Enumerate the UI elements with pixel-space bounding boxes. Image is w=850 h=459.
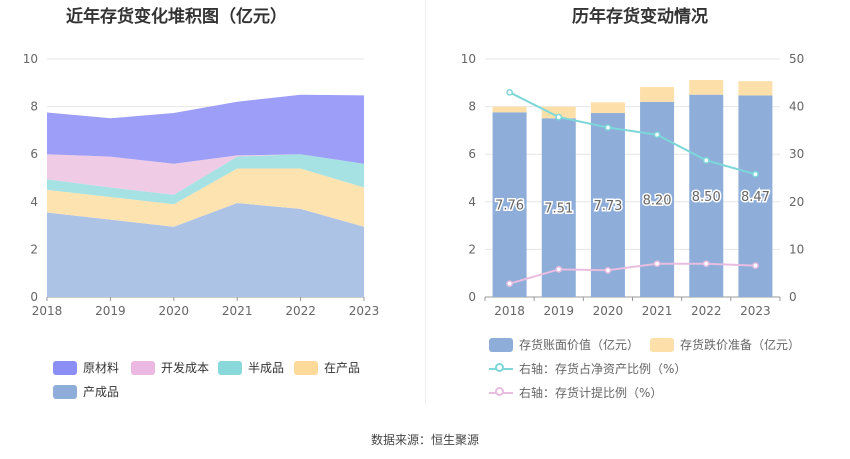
line-point: [653, 131, 661, 139]
right-y2-tick-label: 10: [789, 242, 804, 256]
left-y-tick-label: 4: [30, 195, 38, 209]
right-y2-tick-label: 40: [789, 100, 804, 114]
legend-item-development-cost[interactable]: 开发成本: [131, 359, 209, 376]
right-y-tick-label: 2: [468, 242, 476, 256]
left-x-tick-label: 2018: [32, 304, 63, 318]
right-x-tick-label: 2020: [593, 304, 624, 318]
left-y-tick-label: 6: [30, 147, 38, 161]
legend-label: 存货账面价值（亿元）: [519, 338, 640, 352]
bar-data-label: 8.20: [643, 193, 672, 208]
legend-swatch: [650, 337, 674, 352]
bar-2: [738, 81, 773, 96]
legend-item-finished-goods[interactable]: 产成品: [53, 383, 119, 400]
legend-swatch: [294, 360, 318, 375]
left-x-tick-label: 2023: [349, 304, 380, 318]
left-x-tick-label: 2021: [222, 304, 253, 318]
area-3: [47, 154, 364, 205]
line-series-2: [509, 262, 756, 285]
line-point: [702, 157, 710, 164]
line-point: [604, 266, 612, 274]
legend-label: 半成品: [248, 361, 285, 375]
data-source: 数据来源：恒生聚源: [370, 433, 479, 447]
legend-line-marker: [489, 362, 513, 376]
line-point: [653, 260, 661, 268]
right-y-tick-label: 10: [461, 52, 476, 66]
bar-2: [492, 106, 527, 113]
right-y2-tick-label: 20: [789, 195, 804, 209]
legend-swatch: [489, 337, 513, 352]
area-1: [47, 203, 364, 297]
left-y-tick-label: 10: [23, 52, 38, 66]
right-y-tick-label: 6: [468, 147, 476, 161]
area-4: [47, 154, 364, 195]
right-y-tick-label: 0: [468, 290, 476, 304]
legend-swatch: [218, 360, 242, 375]
line-point: [555, 266, 563, 273]
bar-2: [640, 87, 675, 102]
bar-2: [541, 106, 576, 119]
legend-label: 产成品: [83, 385, 120, 399]
line-series-1: [509, 91, 756, 176]
area-2: [47, 168, 364, 227]
bar-2: [590, 102, 625, 114]
right-y2-tick-label: 0: [789, 290, 797, 304]
legend-item-inventory-to-equity[interactable]: 右轴：存货占净资产比例（%）: [489, 360, 686, 377]
legend-item-work-in-progress[interactable]: 在产品: [294, 359, 360, 376]
legend-item-semi-finished[interactable]: 半成品: [218, 359, 284, 376]
right-y-tick-label: 8: [468, 100, 476, 114]
bar-data-label: 8.50: [692, 190, 721, 205]
right-y-tick-label: 4: [468, 195, 476, 209]
line-point: [506, 280, 513, 288]
right-chart-title: 历年存货变动情况: [572, 7, 708, 27]
chart-divider: [425, 0, 426, 405]
left-y-tick-label: 2: [30, 242, 38, 256]
bar-1: [492, 112, 527, 297]
legend-swatch: [53, 360, 77, 375]
bar-data-label: 7.76: [495, 199, 524, 214]
legend-item-impairment[interactable]: 存货跌价准备（亿元）: [650, 336, 800, 353]
right-x-tick-label: 2023: [740, 304, 771, 318]
legend-label: 存货跌价准备（亿元）: [680, 338, 801, 352]
bar-data-label: 8.47: [741, 190, 770, 205]
legend-item-provision-ratio[interactable]: 右轴：存货计提比例（%）: [489, 384, 662, 401]
bar-data-label: 7.51: [544, 202, 573, 217]
left-chart-title: 近年存货变化堆积图（亿元）: [66, 7, 287, 27]
right-x-tick-label: 2022: [691, 304, 722, 318]
line-point: [752, 262, 759, 269]
right-x-tick-label: 2021: [642, 304, 673, 318]
left-x-tick-label: 2019: [95, 304, 126, 318]
legend-swatch: [131, 360, 155, 375]
legend-label: 开发成本: [161, 361, 210, 375]
left-y-tick-label: 0: [30, 290, 38, 304]
left-x-tick-label: 2022: [285, 304, 316, 318]
area-5: [47, 94, 364, 164]
bar-1: [590, 113, 625, 297]
bar-data-label: 7.73: [593, 199, 622, 214]
right-x-tick-label: 2019: [543, 304, 574, 318]
legend-label: 右轴：存货占净资产比例（%）: [519, 362, 687, 376]
left-x-tick-label: 2020: [159, 304, 190, 318]
line-point: [752, 170, 759, 178]
legend-swatch: [53, 384, 77, 399]
left-y-tick-label: 8: [30, 100, 38, 114]
line-point: [702, 260, 710, 268]
line-point: [555, 113, 563, 121]
legend-item-raw-materials[interactable]: 原材料: [53, 359, 119, 376]
right-y2-tick-label: 50: [789, 52, 804, 66]
line-point: [604, 124, 612, 131]
right-y2-tick-label: 30: [789, 147, 804, 161]
bar-2: [689, 79, 724, 95]
legend-line-marker: [489, 386, 513, 400]
legend-label: 在产品: [324, 361, 361, 375]
legend-item-book-value[interactable]: 存货账面价值（亿元）: [489, 336, 639, 353]
right-x-tick-label: 2018: [494, 304, 525, 318]
legend-label: 右轴：存货计提比例（%）: [519, 386, 663, 400]
line-point: [506, 88, 513, 96]
legend-label: 原材料: [83, 361, 120, 375]
